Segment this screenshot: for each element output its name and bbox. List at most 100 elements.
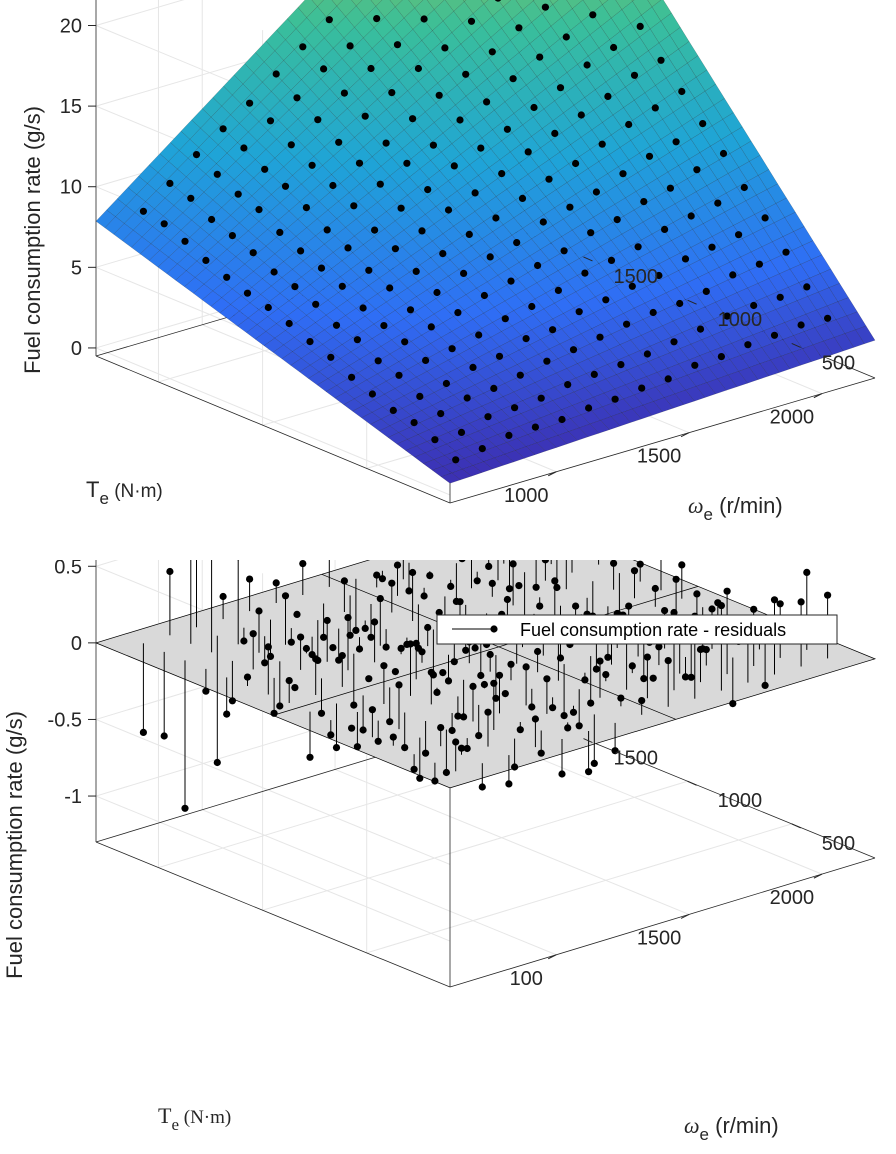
y-tick-label: 500 [822,352,855,374]
surface-cell [587,263,608,281]
surface-cell [740,251,761,271]
residual-point [729,700,737,708]
data-point [320,65,328,73]
data-point [480,291,488,300]
surface-cell [771,339,793,357]
data-point [607,256,616,264]
surface-cell [575,76,596,98]
data-point [240,144,248,152]
residual-point [664,657,672,665]
surface-cell [685,386,706,402]
surface-cell [331,0,344,7]
residual-point [649,674,657,682]
data-point [494,0,502,2]
data-point [471,189,479,197]
data-point [524,148,532,156]
data-point [376,180,384,188]
residual-point [602,671,610,679]
data-point [409,115,417,123]
x-axis-unit: (r/min) [713,493,783,518]
residual-point [510,763,519,771]
data-point [483,98,491,106]
data-point [264,303,272,312]
data-point [306,338,314,346]
surface-cell [184,277,205,294]
data-point [596,333,604,341]
surface-cell [318,364,339,379]
data-point [380,322,388,330]
residual-point [439,669,447,677]
x-tick-label: 100 [510,968,543,990]
residual-point [202,687,210,695]
residual-point [770,596,779,604]
x-axis-subscript: e [700,1125,709,1144]
data-point [541,3,550,11]
data-point [478,445,486,453]
data-point [516,371,524,379]
residual-point [528,703,536,711]
data-point [723,312,731,320]
data-point [367,64,375,73]
residual-point [340,577,348,585]
residual-point [317,709,326,717]
data-point [340,89,348,97]
surface-cell [637,361,658,377]
surface-cell [563,307,584,324]
residual-point [302,644,310,653]
residual-point [473,577,481,585]
data-point [285,319,293,328]
data-point [623,320,631,328]
surface-cell [265,323,286,339]
data-point [272,70,280,78]
residual-point [495,671,504,679]
surface-cell [545,286,566,304]
data-point [554,286,563,294]
residual-point [509,560,517,568]
surface-cell [568,427,589,441]
residual-point [581,676,589,684]
surface-cell [191,209,212,228]
data-point [166,179,174,187]
surface-cell [676,282,697,300]
data-point [293,94,301,102]
surface-cell [428,424,449,438]
residual-point [376,595,384,603]
surface-cell [614,384,635,400]
residual-point [681,673,690,681]
y-tick-mark [583,256,593,262]
x-tick-mark [813,393,823,399]
data-point [602,296,610,304]
data-point [261,165,269,173]
data-point [628,282,636,290]
residual-point [670,608,678,617]
surface-cell [451,235,472,254]
residual-point [655,643,663,651]
data-point [302,204,310,212]
data-point [661,225,669,233]
residual-point [488,579,496,587]
surface-cell [536,438,557,452]
residual-point [456,598,464,606]
surface-cell [538,348,559,364]
surface-cell [361,338,382,354]
y-axis-symbol: T [158,1103,172,1128]
data-point [708,243,716,251]
data-point [475,331,483,339]
residual-point [531,715,540,723]
residual-point [348,724,356,732]
residual-point [332,744,341,752]
data-point [308,161,316,169]
data-point [551,129,559,137]
surface-cell [518,43,539,65]
x-axis-label: ωe (r/min) [684,1113,779,1144]
surface-cell [667,270,688,289]
surface-cell [498,0,512,8]
residual-point [312,655,320,663]
surface-cell [478,265,499,283]
data-point [617,361,625,369]
residual-point [452,738,460,746]
data-point [249,249,257,257]
residual-point [409,568,417,577]
residual-point [696,645,705,654]
data-point [454,309,462,317]
